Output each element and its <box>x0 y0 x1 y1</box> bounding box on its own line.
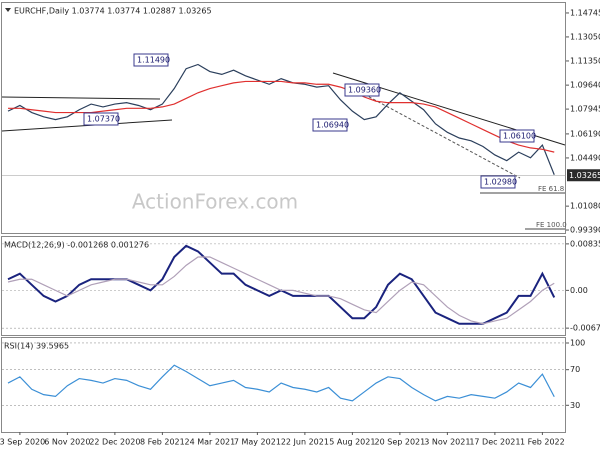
x-tick-label: 5 Aug 2021 <box>329 438 375 447</box>
annotation-box <box>499 129 535 143</box>
y-tick-label: 1.09640 <box>570 81 600 90</box>
y-tick-label: 1.01080 <box>570 202 600 211</box>
y-tick-label: 100 <box>570 338 585 347</box>
x-tick-label: 1 Feb 2022 <box>520 438 565 447</box>
x-tick-label: 3 Nov 2021 <box>424 438 470 447</box>
current-box <box>567 169 600 182</box>
x-tick-label: 7 May 2021 <box>234 438 281 447</box>
x-tick-label: 6 Nov 2020 <box>44 438 90 447</box>
series-line <box>7 63 555 175</box>
y-tick-label: 1.04490 <box>570 153 600 162</box>
y-tick-label: 1.06190 <box>570 129 600 138</box>
x-tick-label: 8 Feb 2021 <box>140 438 185 447</box>
y-tick-label: 1.07945 <box>570 105 600 114</box>
x-tick-label: 24 Mar 2021 <box>185 438 236 447</box>
rsi-panel <box>1 337 566 433</box>
x-tick-label: 22 Jun 2021 <box>281 438 329 447</box>
x-tick-label: 23 Sep 2020 <box>0 438 45 447</box>
x-tick-label: 17 Dec 2021 <box>469 438 520 447</box>
y-tick-label: 70 <box>570 365 580 374</box>
menu-arrow <box>5 8 11 12</box>
y-tick-label: 0.00 <box>570 286 588 295</box>
price-panel <box>1 2 566 234</box>
panel-title: EURCHF,Daily 1.03774 1.03774 1.02887 1.0… <box>14 7 212 16</box>
panel-title: RSI(14) 39.5965 <box>4 342 69 351</box>
y-tick-label: 1.11350 <box>570 56 600 65</box>
y-tick-label: 1.14745 <box>570 8 600 17</box>
y-tick-label: 0.99390 <box>570 226 600 235</box>
annotation-box <box>344 83 380 97</box>
annotation: 1.07370 <box>87 115 120 124</box>
y-tick-label: 1.13050 <box>570 32 600 41</box>
macd-panel <box>1 236 566 336</box>
y-tick-label: 0.008353 <box>570 239 600 248</box>
annotation: 1.06940 <box>316 121 349 130</box>
series-line <box>8 80 555 153</box>
x-tick-label: 22 Dec 2020 <box>89 438 140 447</box>
annotation: 1.09360 <box>348 86 381 95</box>
watermark: ActionForex.com <box>132 190 298 214</box>
annotation: 1.02980 <box>484 178 517 187</box>
current-price: 1.03265 <box>569 171 600 180</box>
annotation: 1.11490 <box>137 56 170 65</box>
series-line <box>7 256 555 325</box>
annotation-box <box>480 175 516 189</box>
channel-top <box>1 96 161 100</box>
fe-label: FE 61.8 <box>538 185 564 193</box>
annotation-box <box>83 112 119 126</box>
annotation-box <box>133 53 169 67</box>
series-line <box>7 364 555 402</box>
y-tick-label: 30 <box>570 401 580 410</box>
panel-title: MACD(12,26,9) -0.001268 0.001276 <box>4 241 149 250</box>
annotation: 1.06100 <box>503 132 536 141</box>
y-tick-label: -0.006788 <box>570 324 600 333</box>
annotation-box <box>312 118 348 132</box>
x-tick-label: 20 Sep 2021 <box>375 438 426 447</box>
fe-label: FE 100.0 <box>536 221 567 229</box>
